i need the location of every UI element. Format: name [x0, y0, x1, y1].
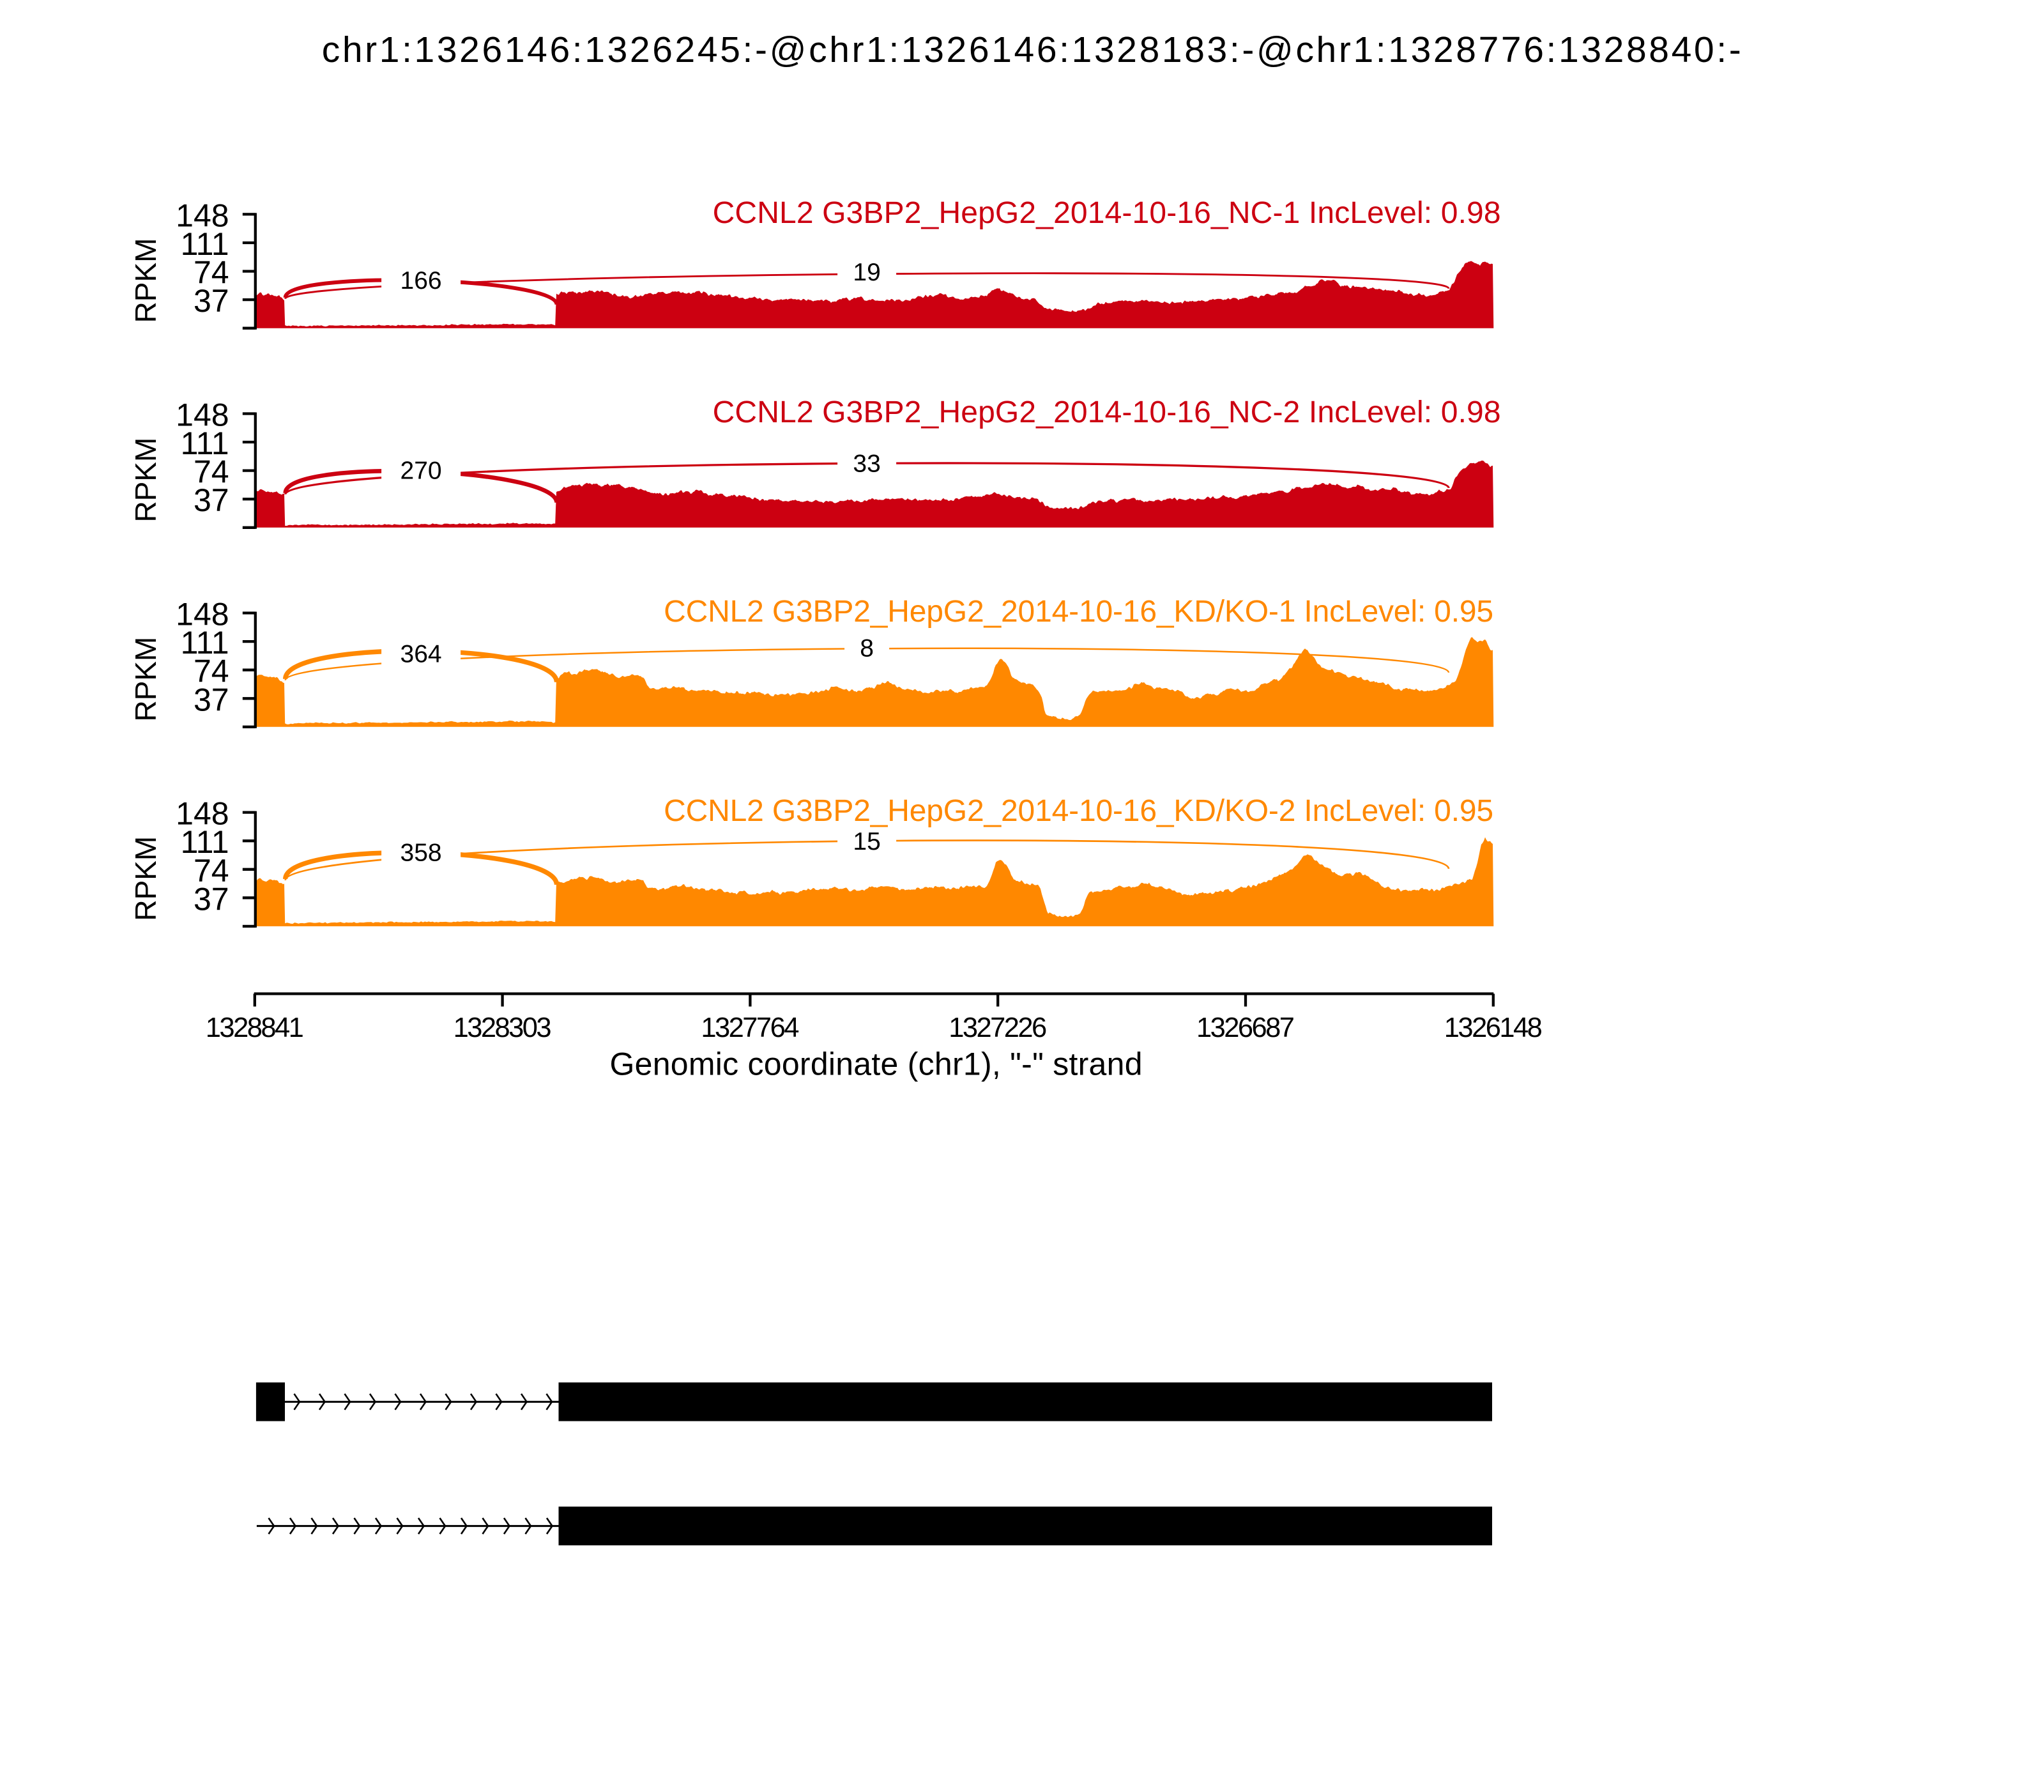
svg-text:111: 111	[181, 425, 229, 461]
svg-text:358: 358	[400, 839, 442, 866]
svg-text:74: 74	[194, 853, 229, 889]
svg-text:19: 19	[853, 259, 880, 286]
svg-text:111: 111	[181, 824, 229, 860]
svg-text:RPKM: RPKM	[129, 438, 162, 523]
svg-text:Genomic coordinate (chr1), "-": Genomic coordinate (chr1), "-" strand	[610, 1046, 1143, 1082]
svg-text:37: 37	[194, 881, 229, 917]
svg-text:RPKM: RPKM	[129, 637, 162, 722]
svg-text:270: 270	[400, 457, 442, 485]
svg-text:RPKM: RPKM	[129, 238, 162, 323]
svg-text:74: 74	[194, 654, 229, 689]
svg-text:111: 111	[181, 625, 229, 661]
svg-text:RPKM: RPKM	[129, 836, 162, 921]
svg-text:166: 166	[400, 267, 442, 295]
svg-text:74: 74	[194, 255, 229, 291]
svg-text:1327226: 1327226	[949, 1013, 1047, 1043]
svg-text:111: 111	[181, 226, 229, 262]
svg-text:37: 37	[194, 283, 229, 319]
svg-text:148: 148	[176, 397, 229, 433]
svg-text:148: 148	[176, 197, 229, 233]
svg-text:CCNL2 G3BP2_HepG2_2014-10-16_N: CCNL2 G3BP2_HepG2_2014-10-16_NC-2 IncLev…	[713, 395, 1501, 429]
svg-text:33: 33	[853, 450, 880, 477]
svg-text:148: 148	[176, 796, 229, 832]
svg-text:1327764: 1327764	[701, 1013, 799, 1043]
svg-text:CCNL2 G3BP2_HepG2_2014-10-16_K: CCNL2 G3BP2_HepG2_2014-10-16_KD/KO-1 Inc…	[664, 595, 1493, 629]
svg-text:CCNL2 G3BP2_HepG2_2014-10-16_K: CCNL2 G3BP2_HepG2_2014-10-16_KD/KO-2 Inc…	[664, 794, 1493, 828]
svg-text:37: 37	[194, 682, 229, 717]
svg-text:15: 15	[853, 828, 880, 855]
svg-text:1328303: 1328303	[454, 1013, 552, 1043]
svg-text:74: 74	[194, 454, 229, 490]
svg-text:1328841: 1328841	[206, 1013, 304, 1043]
svg-text:1326687: 1326687	[1196, 1013, 1295, 1043]
svg-text:148: 148	[176, 597, 229, 632]
svg-text:chr1:1326146:1326245:-@chr1:13: chr1:1326146:1326245:-@chr1:1326146:1328…	[322, 29, 1741, 70]
svg-text:1326148: 1326148	[1444, 1013, 1543, 1043]
svg-text:CCNL2 G3BP2_HepG2_2014-10-16_N: CCNL2 G3BP2_HepG2_2014-10-16_NC-1 IncLev…	[713, 196, 1501, 230]
svg-text:364: 364	[400, 640, 442, 668]
svg-text:37: 37	[194, 482, 229, 518]
svg-text:8: 8	[860, 635, 874, 662]
